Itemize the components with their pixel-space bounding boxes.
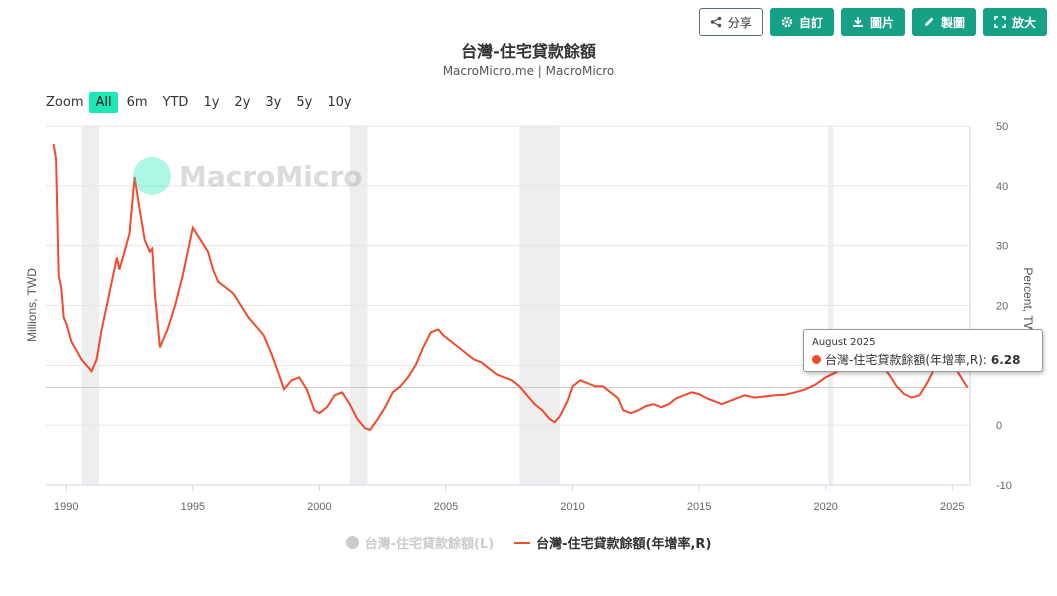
tooltip-series: 台灣-住宅貸款餘額(年增率,R): <box>825 353 987 367</box>
chart-toolbar: 分享 自訂 圖片 製圖 放大 <box>698 8 1047 36</box>
y-axis-right-label: Percent, TWD <box>1021 267 1035 342</box>
y-axis-ticks: 50 40 30 20 0 -10 <box>996 121 1012 492</box>
x-tick-label: 2025 <box>940 501 964 513</box>
zoom-5y-button[interactable]: 5y <box>296 95 313 110</box>
watermark-text: MacroMicro <box>179 159 363 193</box>
y-axis-left-label: Millions, TWD <box>25 268 39 342</box>
chart-tooltip: August 2025 台灣-住宅貸款餘額(年增率,R): 6.28 <box>803 329 1043 372</box>
y-tick-label: 40 <box>996 181 1008 193</box>
image-label: 圖片 <box>869 15 894 30</box>
y-tick-label: 0 <box>996 420 1002 432</box>
image-button[interactable]: 圖片 <box>840 8 905 36</box>
x-tick-label: 1995 <box>181 501 205 513</box>
chart-title: 台灣-住宅貸款餘額 <box>461 42 596 61</box>
x-tick-label: 2010 <box>560 501 584 513</box>
share-label: 分享 <box>727 15 752 30</box>
legend-line-icon <box>514 541 531 544</box>
y-tick-label: -10 <box>996 480 1012 492</box>
tooltip-row: 台灣-住宅貸款餘額(年增率,R): 6.28 <box>812 351 1034 368</box>
macromicro-logo-icon <box>133 157 171 195</box>
zoom-ytd-button[interactable]: YTD <box>162 95 189 110</box>
pencil-icon <box>924 17 934 26</box>
series-line-yoy[interactable] <box>52 143 969 432</box>
x-tick-label: 2000 <box>307 501 331 513</box>
gear-icon <box>781 16 793 28</box>
share-button[interactable]: 分享 <box>698 8 763 36</box>
draw-label: 製圖 <box>940 15 965 30</box>
legend-item-yoy[interactable]: 台灣-住宅貸款餘額(年增率,R) <box>514 533 711 552</box>
legend-label-balance: 台灣-住宅貸款餘額(L) <box>364 537 495 552</box>
zoom-6m-button[interactable]: 6m <box>126 95 148 110</box>
draw-button[interactable]: 製圖 <box>911 8 976 36</box>
zoom-3y-button[interactable]: 3y <box>265 95 282 110</box>
zoom-10y-button[interactable]: 10y <box>327 95 352 110</box>
zoom-2y-button[interactable]: 2y <box>234 95 251 110</box>
zoom-selector: Zoom All 6m YTD 1y 2y 3y 5y 10y <box>46 92 361 113</box>
legend-label-yoy: 台灣-住宅貸款餘額(年增率,R) <box>536 537 712 552</box>
tooltip-date: August 2025 <box>812 337 876 348</box>
x-tick-label: 2015 <box>687 501 711 513</box>
x-tick-label: 1990 <box>54 501 78 513</box>
zoom-1y-button[interactable]: 1y <box>203 95 220 110</box>
zoom-label: Zoom <box>46 95 84 110</box>
x-tick-label: 2020 <box>813 501 837 513</box>
custom-button[interactable]: 自訂 <box>769 8 834 36</box>
y-tick-label: 50 <box>996 121 1008 133</box>
chart-legend: 台灣-住宅貸款餘額(L) 台灣-住宅貸款餘額(年增率,R) <box>0 533 1057 552</box>
enlarge-button[interactable]: 放大 <box>982 8 1047 36</box>
x-axis-ticks: 1990 1995 2000 2005 2010 2015 2020 2025 <box>54 485 965 513</box>
share-icon <box>710 16 722 28</box>
series-dot-icon <box>812 355 821 364</box>
enlarge-label: 放大 <box>1011 15 1036 30</box>
x-tick-label: 2005 <box>434 501 458 513</box>
tooltip-value: 6.28 <box>990 352 1021 367</box>
macromicro-watermark: MacroMicro <box>133 157 363 195</box>
y-tick-label: 30 <box>996 241 1008 253</box>
download-icon <box>852 17 863 27</box>
chart-subtitle: MacroMicro.me | MacroMicro <box>442 64 615 78</box>
expand-icon <box>994 16 1006 28</box>
custom-label: 自訂 <box>798 15 823 30</box>
legend-circle-icon <box>345 536 359 549</box>
y-tick-label: 20 <box>996 301 1008 313</box>
legend-item-balance[interactable]: 台灣-住宅貸款餘額(L) <box>345 533 495 552</box>
zoom-all-button[interactable]: All <box>89 92 118 113</box>
